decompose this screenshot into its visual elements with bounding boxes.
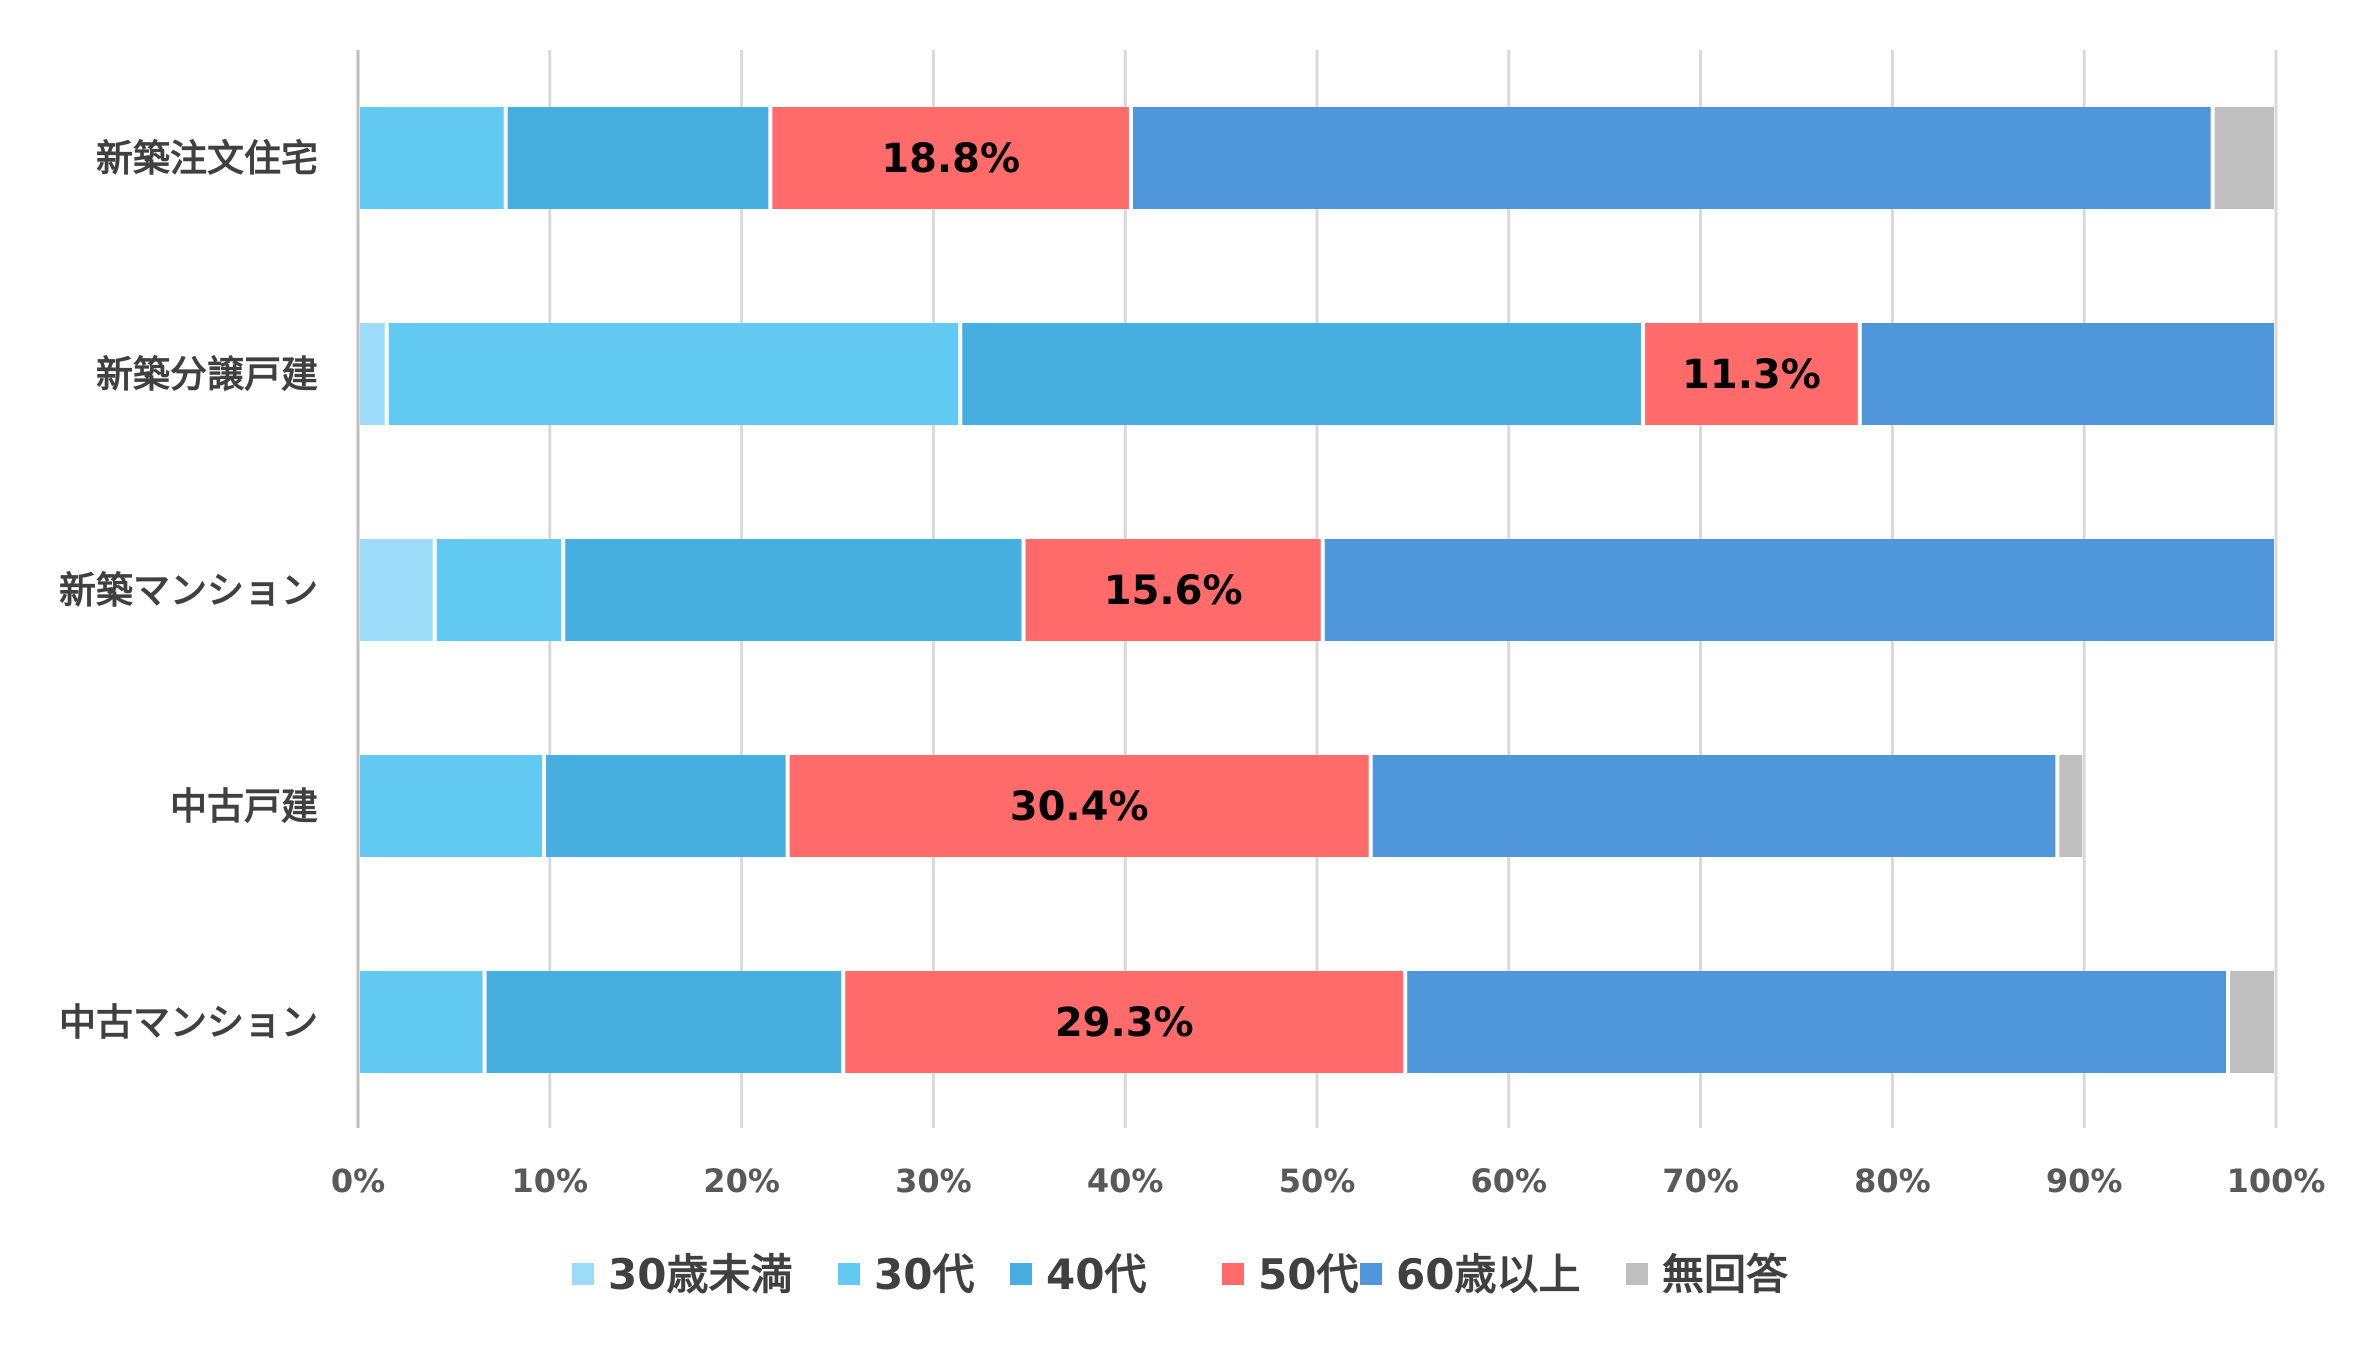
bar-segment[interactable] (507, 107, 769, 209)
bar-segment[interactable] (1861, 323, 2274, 425)
tick-label: 60% (1471, 1162, 1548, 1200)
legend-swatch[interactable] (1626, 1263, 1648, 1285)
tick-label: 40% (1087, 1162, 1164, 1200)
bars (360, 107, 2274, 1073)
bar-segment[interactable] (1407, 971, 2227, 1073)
bar-segment[interactable] (845, 971, 1404, 1073)
legend-label[interactable]: 50代 (1258, 1250, 1358, 1299)
legend-swatch[interactable] (1010, 1263, 1032, 1285)
legend-label[interactable]: 60歳以上 (1396, 1250, 1580, 1299)
bar-segment[interactable] (2214, 107, 2274, 209)
bar-segment[interactable] (1324, 539, 2274, 641)
bar-segment[interactable] (360, 755, 543, 857)
legend-swatch[interactable] (1360, 1263, 1382, 1285)
category-label: 新築注文住宅 (96, 137, 318, 180)
bar-segment[interactable] (2059, 755, 2083, 857)
category-label: 中古マンション (59, 1001, 318, 1044)
tick-label: 10% (512, 1162, 589, 1200)
tick-label: 100% (2227, 1162, 2326, 1200)
bar-segment[interactable] (360, 107, 504, 209)
bar-segment[interactable] (360, 539, 433, 641)
data-label: 11.3% (1682, 352, 1821, 398)
bar-segment[interactable] (546, 755, 786, 857)
legend-label[interactable]: 30代 (874, 1250, 974, 1299)
legend[interactable]: 30歳未満 30代 40代 50代 60歳以上 無回答 (572, 1250, 1789, 1299)
bar-segment[interactable] (436, 539, 562, 641)
legend-label[interactable]: 40代 (1046, 1250, 1146, 1299)
bar-segment[interactable] (1132, 107, 2211, 209)
data-label: 18.8% (881, 136, 1020, 182)
bar-segment[interactable] (962, 323, 1642, 425)
tick-label: 20% (703, 1162, 780, 1200)
legend-swatch[interactable] (572, 1263, 594, 1285)
tick-label: 90% (2046, 1162, 2123, 1200)
tick-label: 50% (1279, 1162, 1356, 1200)
legend-swatch[interactable] (838, 1263, 860, 1285)
bar-segment[interactable] (565, 539, 1022, 641)
data-labels: 18.8% 11.3% 15.6% 30.4% 29.3% (881, 136, 1821, 1046)
tick-label: 30% (895, 1162, 972, 1200)
bar-segment[interactable] (360, 971, 483, 1073)
tick-label: 0% (331, 1162, 385, 1200)
bar-segment[interactable] (1645, 323, 1858, 425)
data-label: 15.6% (1104, 568, 1243, 614)
legend-swatch[interactable] (1222, 1263, 1244, 1285)
category-label: 中古戸建 (170, 785, 318, 828)
value-axis: 0% 10% 20% 30% 40% 50% 60% 70% 80% 90% 100% (331, 1162, 2326, 1200)
tick-label: 70% (1662, 1162, 1739, 1200)
bar-segment[interactable] (772, 107, 1129, 209)
bar-segment[interactable] (486, 971, 842, 1073)
bar-segment[interactable] (360, 323, 385, 425)
bar-segment[interactable] (1025, 539, 1321, 641)
bar-segment[interactable] (1372, 755, 2056, 857)
data-label: 29.3% (1055, 1000, 1194, 1046)
bar-segment[interactable] (2230, 971, 2274, 1073)
data-label: 30.4% (1010, 784, 1149, 830)
tick-label: 80% (1854, 1162, 1931, 1200)
legend-label[interactable]: 30歳未満 (608, 1250, 792, 1299)
legend-label[interactable]: 無回答 (1662, 1250, 1789, 1299)
bar-segment[interactable] (789, 755, 1369, 857)
bar-segment[interactable] (388, 323, 959, 425)
category-label: 新築マンション (59, 569, 318, 612)
category-label: 新築分譲戸建 (96, 353, 318, 396)
